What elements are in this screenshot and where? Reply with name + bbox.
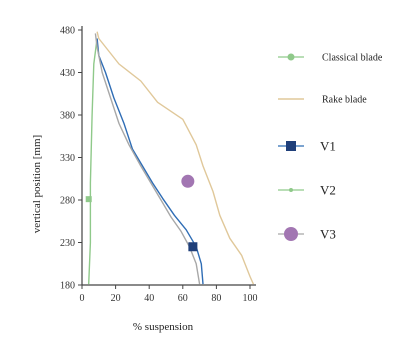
legend: Classical blade Rake blade V1 V2 V3 [278, 53, 383, 242]
y-axis-title: vertical position [mm] [31, 135, 43, 233]
y-tick-label-480: 480 [60, 26, 75, 37]
y-tick-label-180: 180 [60, 281, 75, 292]
x-tick-label-80: 80 [211, 293, 221, 304]
legend-swatch-marker [287, 53, 295, 61]
x-tick-label-60: 60 [178, 293, 188, 304]
x-axis-title: % suspension [133, 321, 194, 333]
x-tick-label-100: 100 [243, 293, 258, 304]
legend-swatch-marker [286, 141, 296, 151]
x-tick-label-40: 40 [144, 293, 154, 304]
legend-item-classical-blade: Classical blade [278, 53, 383, 64]
legend-label: Rake blade [322, 95, 367, 106]
x-tick-label-0: 0 [80, 293, 85, 304]
series-point-v2-marker [85, 196, 92, 203]
y-tick-label-330: 330 [60, 153, 75, 164]
series-line-rake-blade [96, 31, 255, 285]
legend-item-v3: V3 [278, 227, 336, 242]
legend-item-v1: V1 [278, 139, 336, 154]
series-line-v2 [94, 33, 201, 285]
y-tick-label-280: 280 [60, 196, 75, 207]
series-point-v1-marker [188, 242, 198, 252]
series-layer [85, 31, 255, 285]
y-tick-label-380: 380 [60, 111, 75, 122]
legend-swatch-marker [284, 227, 298, 241]
y-tick-label-230: 230 [60, 238, 75, 249]
y-tick-label-430: 430 [60, 68, 75, 79]
series-point-v3-marker [181, 174, 195, 188]
legend-item-v2: V2 [278, 183, 336, 198]
legend-item-rake-blade: Rake blade [278, 95, 367, 106]
legend-label: V1 [320, 139, 336, 154]
plot-axes: 0 20 40 60 80 100 180 230 280 330 380 430 480 [60, 26, 258, 305]
x-tick-label-20: 20 [111, 293, 121, 304]
legend-label: V2 [320, 183, 336, 198]
legend-label: V3 [320, 227, 336, 242]
legend-swatch-marker [289, 188, 293, 192]
legend-label: Classical blade [322, 53, 383, 64]
series-line-classical-blade [88, 38, 98, 285]
series-line-v1 [96, 38, 204, 285]
